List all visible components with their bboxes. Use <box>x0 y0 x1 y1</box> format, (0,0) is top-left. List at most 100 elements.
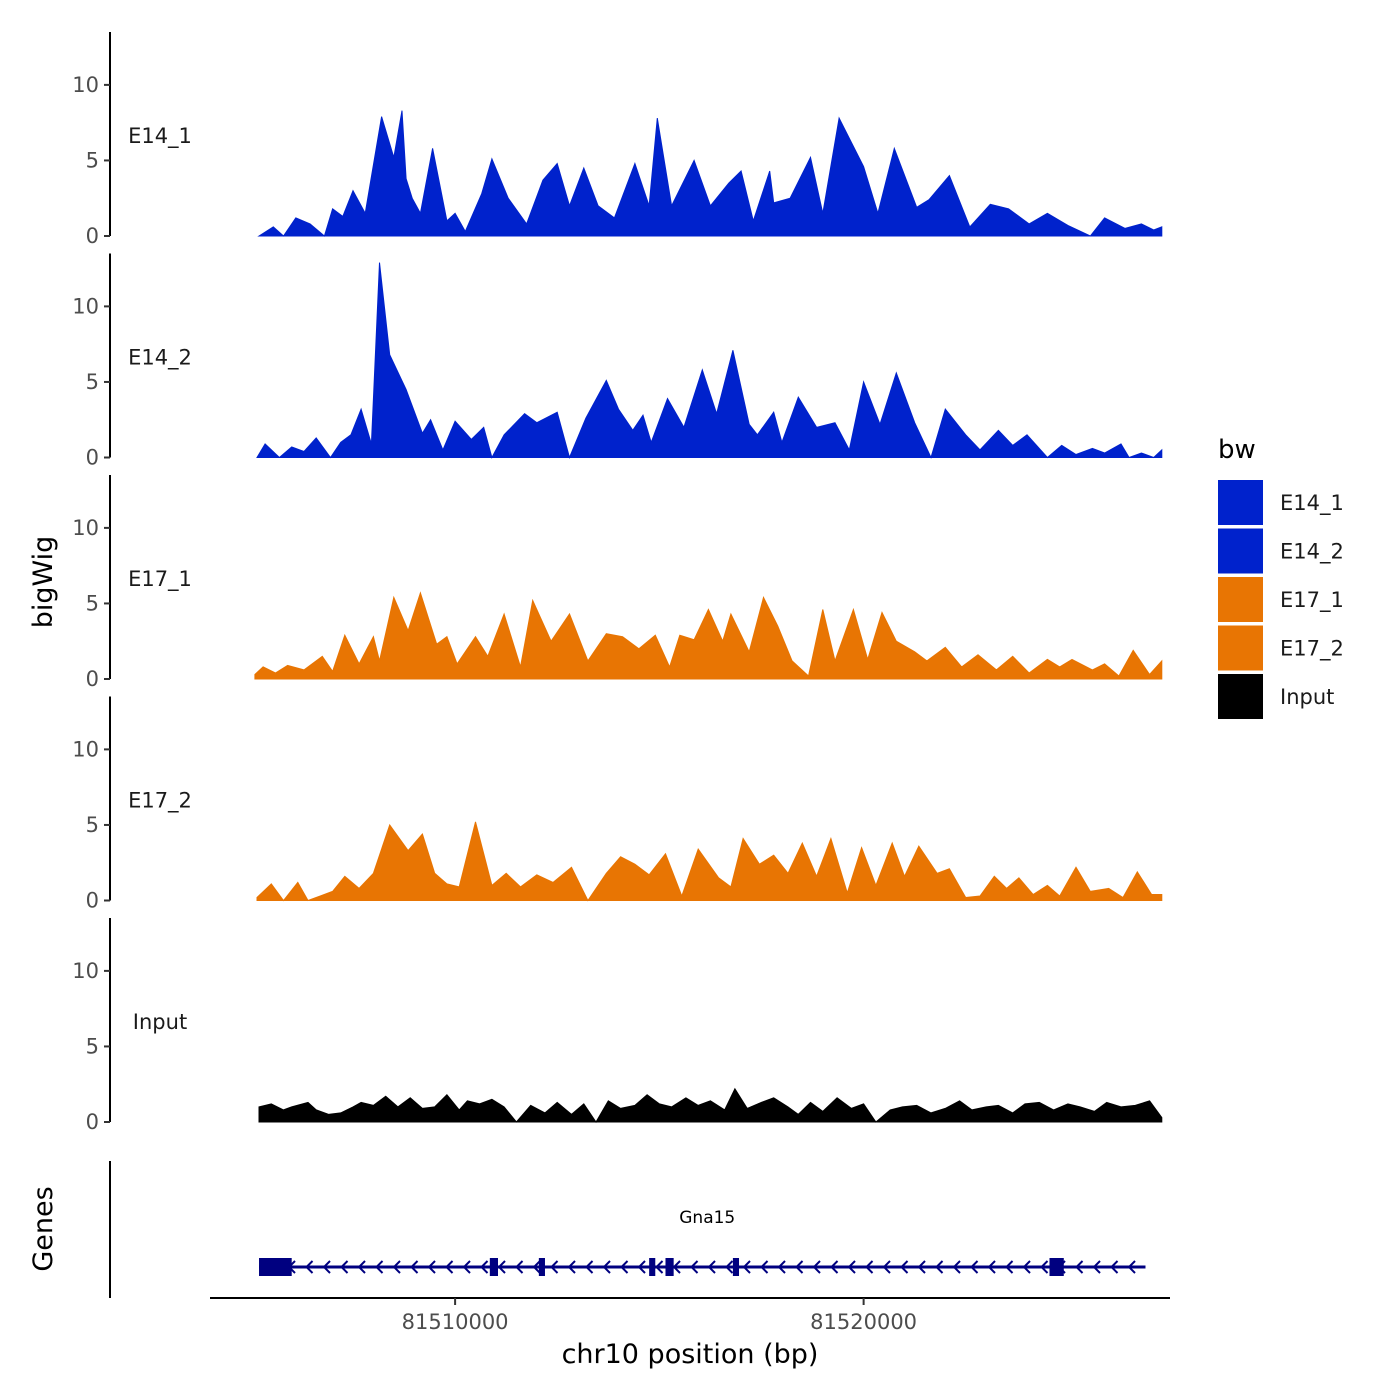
strand-arrow <box>567 1260 576 1274</box>
strand-arrow <box>305 1260 314 1274</box>
strand-arrow <box>655 1260 664 1274</box>
y-tick-label: 10 <box>72 73 99 97</box>
y-tick-label: 5 <box>86 370 99 394</box>
legend-label: E17_2 <box>1280 637 1344 662</box>
coverage-area-Input <box>258 1087 1163 1123</box>
legend-item-E17_1: E17_1 <box>1218 577 1344 622</box>
strand-arrow <box>585 1260 594 1274</box>
track-label-E14_2: E14_2 <box>128 346 192 371</box>
strand-arrow <box>795 1260 804 1274</box>
y-tick-label: 0 <box>86 1110 99 1134</box>
strand-arrow <box>445 1260 454 1274</box>
gene-exon <box>259 1258 292 1276</box>
strand-arrow <box>900 1260 909 1274</box>
track-label-Input: Input <box>133 1010 187 1034</box>
strand-arrow <box>917 1260 926 1274</box>
coverage-area-E17_2 <box>256 821 1163 902</box>
strand-arrow <box>480 1260 489 1274</box>
gene-exon <box>538 1258 545 1276</box>
strand-arrow <box>497 1260 506 1274</box>
y-tick-label: 0 <box>86 446 99 470</box>
y-tick-label: 5 <box>86 1034 99 1058</box>
strand-arrow <box>1092 1260 1101 1274</box>
legend-item-Input: Input <box>1218 674 1334 719</box>
gene-exon <box>732 1258 740 1276</box>
y-tick-label: 0 <box>86 889 99 913</box>
gene-exon <box>1049 1258 1064 1276</box>
strand-arrow <box>1110 1260 1119 1274</box>
strand-arrow <box>725 1260 734 1274</box>
gene-exon <box>489 1258 498 1276</box>
legend-swatch <box>1218 528 1263 574</box>
track-label-E17_1: E17_1 <box>128 567 192 592</box>
strand-arrow <box>462 1260 471 1274</box>
strand-arrow <box>532 1260 541 1274</box>
legend-swatch <box>1218 480 1263 525</box>
gene-models: Gna15 <box>259 1208 1146 1276</box>
coverage-area-E14_2 <box>256 262 1163 460</box>
strand-arrow <box>1022 1260 1031 1274</box>
strand-arrow <box>1040 1260 1049 1274</box>
strand-arrow <box>1005 1260 1014 1274</box>
y-tick-label: 5 <box>86 591 99 615</box>
strand-arrow <box>1127 1260 1136 1274</box>
strand-arrow <box>392 1260 401 1274</box>
x-tick-label: 81510000 <box>402 1310 509 1334</box>
strand-arrow <box>742 1260 751 1274</box>
strand-arrow <box>620 1260 629 1274</box>
gene-exon <box>649 1258 656 1276</box>
strand-arrow <box>602 1260 611 1274</box>
strand-arrow <box>427 1260 436 1274</box>
y-tick-label: 10 <box>72 294 99 318</box>
gene-exon <box>665 1258 674 1276</box>
legend-item-E14_2: E14_2 <box>1218 528 1344 574</box>
x-tick-label: 81520000 <box>810 1310 917 1334</box>
gene-Gna15: Gna15 <box>259 1208 1146 1276</box>
strand-arrow <box>777 1260 786 1274</box>
strand-arrow <box>410 1260 419 1274</box>
strand-arrow <box>357 1260 366 1274</box>
strand-arrow <box>637 1260 646 1274</box>
legend-items: E14_1 E14_2 E17_1 E17_2 Input <box>1218 480 1344 719</box>
legend-swatch <box>1218 674 1263 719</box>
y-tick-label: 0 <box>86 224 99 248</box>
strand-arrow <box>1075 1260 1084 1274</box>
strand-arrow <box>987 1260 996 1274</box>
strand-arrow <box>707 1260 716 1274</box>
strand-arrow <box>340 1260 349 1274</box>
coverage-area-E14_1 <box>257 110 1163 237</box>
legend: bw E14_1 E14_2 E17_1 E17_2 Input <box>1218 435 1344 719</box>
gene-name-label: Gna15 <box>679 1208 735 1228</box>
strand-arrow <box>830 1260 839 1274</box>
y-tick-label: 10 <box>72 516 99 540</box>
y-tick-label: 5 <box>86 813 99 837</box>
legend-label: E14_2 <box>1280 540 1344 565</box>
legend-item-E17_2: E17_2 <box>1218 625 1344 671</box>
strand-arrow <box>865 1260 874 1274</box>
y-tick-label: 10 <box>72 737 99 761</box>
strand-arrow <box>882 1260 891 1274</box>
strand-arrow <box>812 1260 821 1274</box>
track-label-E17_2: E17_2 <box>128 789 192 814</box>
y-axis-title: bigWig <box>28 536 59 629</box>
track-E14_1: 0 5 10 E14_1 <box>72 32 1163 248</box>
bigwig-tracks: 0 5 10 E14_1 0 5 10 E14_2 0 5 10 E17_1 0 5 10 E17_2 0 5 10… <box>72 32 1163 1134</box>
y-tick-label: 0 <box>86 667 99 691</box>
legend-label: Input <box>1280 685 1334 709</box>
strand-arrow <box>550 1260 559 1274</box>
legend-label: E17_1 <box>1280 588 1344 613</box>
track-E17_2: 0 5 10 E17_2 <box>72 696 1163 913</box>
legend-label: E14_1 <box>1280 491 1344 516</box>
legend-item-E14_1: E14_1 <box>1218 480 1344 525</box>
genes-axis-title: Genes <box>28 1186 59 1271</box>
y-tick-label: 10 <box>72 959 99 983</box>
strand-arrow <box>760 1260 769 1274</box>
coverage-area-E17_1 <box>254 591 1163 680</box>
strand-arrow <box>970 1260 979 1274</box>
gene-panel: Gna15 <box>109 1161 1146 1298</box>
track-E14_2: 0 5 10 E14_2 <box>72 253 1163 470</box>
track-label-E14_1: E14_1 <box>128 124 192 149</box>
x-axis-title: chr10 position (bp) <box>562 1339 819 1370</box>
x-axis-ticks: 81510000 81520000 <box>402 1298 917 1334</box>
